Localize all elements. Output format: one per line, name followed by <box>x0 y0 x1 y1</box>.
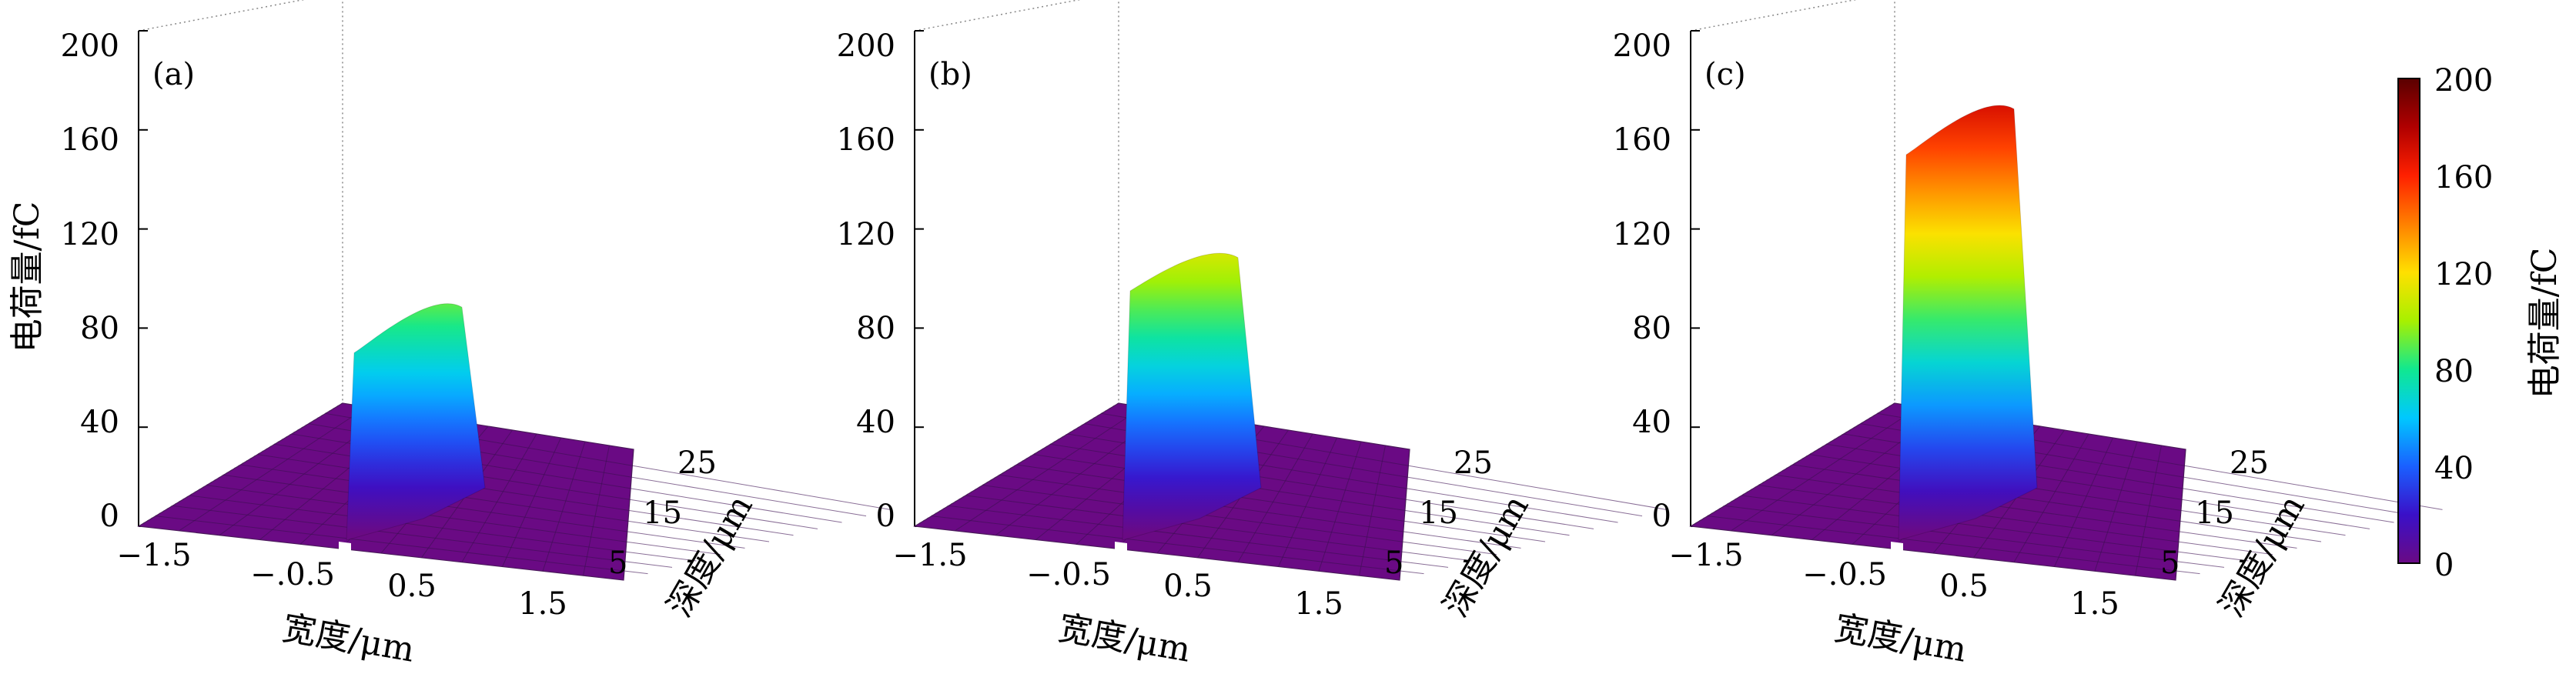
z-tick: 160 <box>61 122 119 158</box>
y-tick: 5 <box>2160 546 2180 581</box>
floor-gridline <box>1775 474 2297 549</box>
floor-gridline <box>1758 485 2273 556</box>
z-tick: 120 <box>1613 217 1671 252</box>
y-tick: 15 <box>643 495 682 531</box>
colorbar-tick: 40 <box>2434 451 2474 486</box>
floor-gridline <box>257 454 794 536</box>
colorbar-tick: 120 <box>2434 257 2493 292</box>
x-tick: −1.5 <box>892 538 967 573</box>
x-tick: 1.5 <box>2070 586 2119 622</box>
x-tick: 0.5 <box>387 569 437 604</box>
floor-gridline <box>932 516 1424 575</box>
floor-gridline <box>172 505 673 568</box>
plot-layer <box>913 0 1667 581</box>
plot-layer <box>1689 0 2443 581</box>
z-tick: 0 <box>1652 499 1671 534</box>
x-tick: 0.5 <box>1163 569 1213 604</box>
x-tick: 1.5 <box>518 586 567 622</box>
z-tick: 80 <box>856 311 895 346</box>
colorbar-tick: 80 <box>2434 354 2474 389</box>
floor-gridline <box>1033 454 1570 536</box>
z-tick: 160 <box>1613 122 1671 158</box>
x-tick: 0.5 <box>1939 569 1989 604</box>
y-tick: 15 <box>1419 495 1458 531</box>
x-tick: −.0.5 <box>1026 557 1111 592</box>
colorbar-tick: 200 <box>2434 63 2493 98</box>
floor-gridline <box>583 445 610 576</box>
y-tick: 15 <box>2195 495 2234 531</box>
x-tick: −.0.5 <box>1802 557 1887 592</box>
slot-gap <box>1891 542 1903 569</box>
colorbar-tick: 160 <box>2434 160 2493 195</box>
x-tick: −.0.5 <box>250 557 335 592</box>
floor-gridline <box>2054 437 2113 567</box>
z-tick: 40 <box>80 405 119 440</box>
colorbar-tick: 0 <box>2434 548 2454 583</box>
surface-plot-a: 200 160 120 80 40 0 电荷量/fC (a) −1.5 −.0.… <box>8 0 891 670</box>
floor-gridline <box>1708 516 2200 575</box>
panel-label: (c) <box>1705 57 1746 92</box>
slot-gap <box>1115 542 1127 569</box>
floor-gridline <box>1792 464 2322 542</box>
y-tick: 25 <box>1454 445 1493 481</box>
y-tick: 5 <box>1384 546 1403 581</box>
floor-gridline <box>2094 441 2138 572</box>
z-tick: 160 <box>837 122 895 158</box>
floor-gridline <box>1278 437 1337 567</box>
floor-gridline <box>982 485 1497 556</box>
z-axis-label: 电荷量/fC <box>8 202 47 353</box>
z-tick: 80 <box>80 311 119 346</box>
floor-gridline <box>1809 454 2346 536</box>
z-tick: 200 <box>837 28 895 64</box>
surface-plot-b: 200 160 120 80 40 0 (b) −1.5 −.0.5 0.5 1… <box>837 0 1667 670</box>
floor-gridline <box>156 516 648 575</box>
panel-label: (b) <box>928 57 972 92</box>
z-tick: 80 <box>1632 311 1671 346</box>
floor-gridline <box>2135 445 2162 576</box>
floor-gridline <box>1016 464 1546 542</box>
colorbar-gradient <box>2397 78 2420 564</box>
z-tick: 40 <box>856 405 895 440</box>
floor-gridline <box>1725 505 2225 568</box>
floor-gridline <box>1318 441 1362 572</box>
charge-peak-surface <box>346 303 486 541</box>
y-tick: 25 <box>2230 445 2269 481</box>
z-tick: 200 <box>61 28 119 64</box>
x-axis-label: 宽度/μm <box>279 609 417 670</box>
surface-plot-c: 200 160 120 80 40 0 (c) −1.5 −.0.5 0.5 1… <box>1613 0 2443 670</box>
x-tick: −1.5 <box>116 538 191 573</box>
y-tick: 25 <box>677 445 717 481</box>
floor-gridline <box>461 433 537 562</box>
z-tick: 200 <box>1613 28 1671 64</box>
colorbar-label: 电荷量/fC <box>2525 248 2564 399</box>
floor-gridline <box>1359 445 1386 576</box>
colorbar: 200 160 120 80 40 0 电荷量/fC <box>2397 63 2564 583</box>
x-axis-label: 宽度/μm <box>1055 609 1193 670</box>
floor-gridline <box>223 474 745 549</box>
floor-gridline <box>240 464 770 542</box>
z-tick: 120 <box>61 217 119 252</box>
floor-gridline <box>206 485 721 556</box>
y-tick: 5 <box>608 546 627 581</box>
floor-gridline <box>542 441 586 572</box>
z-tick: 0 <box>100 499 119 534</box>
charge-peak-surface <box>1898 105 2038 541</box>
floor-gridline <box>948 505 1449 568</box>
charge-peak-surface <box>1122 252 1262 541</box>
floor-gridline <box>2013 433 2089 562</box>
x-tick: 1.5 <box>1294 586 1343 622</box>
floor-gridline <box>999 474 1521 549</box>
x-tick: −1.5 <box>1668 538 1743 573</box>
plot-layer <box>137 0 891 581</box>
floor-gridline <box>1237 433 1313 562</box>
z-tick: 120 <box>837 217 895 252</box>
z-tick: 0 <box>876 499 895 534</box>
slot-gap <box>339 542 351 569</box>
x-axis-label: 宽度/μm <box>1832 609 1969 670</box>
z-tick: 40 <box>1632 405 1671 440</box>
panel-label: (a) <box>152 57 195 92</box>
floor-gridline <box>502 437 561 567</box>
